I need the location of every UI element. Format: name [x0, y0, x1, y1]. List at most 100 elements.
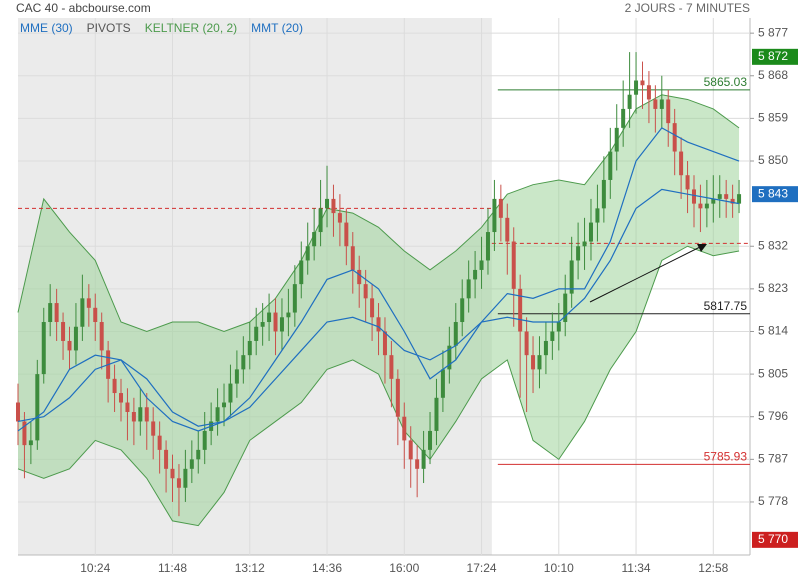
candle-body: [234, 369, 239, 384]
legend-entry: KELTNER (20, 2): [145, 21, 237, 35]
candle-body: [498, 198, 503, 218]
y-tick-label: 5 877: [758, 25, 788, 39]
moving-average: [17, 127, 740, 432]
candle-body: [325, 198, 330, 209]
candle-body: [447, 345, 452, 370]
candle-body: [389, 355, 394, 379]
candle-body: [357, 269, 362, 285]
candle-body: [254, 326, 259, 341]
candle-body: [67, 340, 72, 351]
candle-body: [550, 331, 555, 341]
price-badge: [752, 186, 798, 203]
candle-body: [350, 246, 355, 270]
candle-body: [331, 198, 336, 214]
candle-body: [653, 99, 658, 109]
candle-body: [189, 459, 194, 469]
candle-body: [556, 322, 561, 332]
candle-body: [473, 269, 478, 280]
chart-subtitle: 2 JOURS - 7 MINUTES: [625, 1, 750, 15]
candle-body: [48, 303, 53, 323]
candle-body: [273, 312, 278, 332]
candle-body: [466, 279, 471, 299]
candle-body: [704, 203, 709, 209]
candle-body: [440, 369, 445, 398]
y-tick-label: 5 796: [758, 409, 788, 423]
candle-body: [415, 459, 420, 469]
pivot-label: 5817.75: [704, 299, 748, 313]
candle-body: [711, 198, 716, 204]
candle-body: [138, 407, 143, 422]
y-tick-label: 5 823: [758, 281, 788, 295]
candle-body: [305, 246, 310, 261]
y-tick-label: 5 850: [758, 153, 788, 167]
candle-body: [408, 440, 413, 460]
candle-body: [202, 430, 207, 450]
candle-body: [730, 198, 735, 204]
candle-body: [479, 260, 484, 270]
x-tick-label: 13:12: [235, 561, 265, 575]
candle-body: [737, 194, 742, 204]
x-tick-label: 11:48: [158, 561, 187, 575]
candle-body: [698, 203, 703, 209]
candle-body: [99, 322, 104, 351]
candle-body: [608, 151, 613, 180]
candle-body: [215, 407, 220, 422]
candle-body: [112, 378, 117, 394]
candle-body: [183, 468, 188, 488]
price-badge-label: 5 843: [758, 186, 788, 200]
candle-body: [144, 407, 149, 422]
candle-body: [543, 340, 548, 356]
candle-body: [434, 397, 439, 431]
candle-body: [125, 402, 130, 412]
candle-body: [659, 99, 664, 109]
x-tick-label: 17:24: [467, 561, 497, 575]
candle-body: [22, 421, 27, 446]
candle-body: [402, 416, 407, 441]
candle-body: [119, 393, 124, 403]
y-tick-label: 5 814: [758, 324, 788, 338]
y-tick-label: 5 859: [758, 111, 788, 125]
candle-body: [621, 108, 626, 128]
candle-body: [222, 402, 227, 408]
candle-body: [563, 293, 568, 323]
legend-entry: MMT (20): [251, 21, 303, 35]
candle-body: [531, 355, 536, 370]
candle-body: [421, 449, 426, 469]
moving-average: [17, 188, 740, 427]
candle-body: [453, 322, 458, 346]
candle-body: [151, 421, 156, 436]
candle-body: [524, 331, 529, 356]
candle-body: [344, 222, 349, 247]
price-badge-label: 5 872: [758, 49, 788, 63]
candle-body: [485, 232, 490, 261]
candle-body: [601, 179, 606, 209]
candle-body: [640, 80, 645, 86]
candle-body: [170, 468, 175, 479]
candle-body: [73, 326, 78, 351]
candle-body: [511, 241, 516, 289]
candle-body: [691, 189, 696, 204]
candle-body: [286, 312, 291, 318]
candle-body: [176, 478, 181, 488]
keltner-upper: [17, 94, 740, 333]
candle-body: [86, 298, 91, 308]
candle-body: [672, 123, 677, 152]
y-tick-label: 5 868: [758, 68, 788, 82]
x-tick-label: 10:24: [80, 561, 110, 575]
candle-body: [679, 151, 684, 176]
x-tick-label: 11:34: [621, 561, 650, 575]
y-tick-label: 5 805: [758, 366, 788, 380]
pivot-label: 5865.03: [704, 75, 748, 89]
candle-body: [312, 232, 317, 247]
candle-body: [595, 208, 600, 223]
candle-body: [569, 260, 574, 294]
x-tick-label: 14:36: [312, 561, 342, 575]
candle-body: [395, 378, 400, 417]
candle-body: [292, 284, 297, 313]
candle-body: [724, 194, 729, 199]
candle-body: [247, 340, 252, 356]
price-badge: [752, 48, 798, 65]
candle-body: [627, 94, 632, 109]
legend-entry: PIVOTS: [87, 21, 131, 35]
candle-body: [16, 402, 20, 422]
